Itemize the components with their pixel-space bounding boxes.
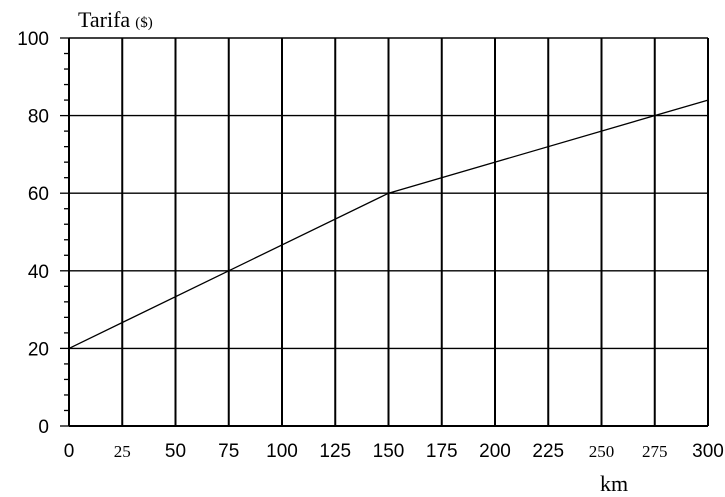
y-tick-label: 80	[28, 107, 49, 128]
x-tick-label: 200	[479, 441, 511, 462]
grid	[69, 37, 709, 426]
data-point	[68, 347, 70, 349]
x-tick-label: 275	[642, 442, 668, 461]
y-tick-label: 20	[28, 339, 49, 360]
x-tick-label: 300	[692, 441, 724, 462]
axes	[68, 38, 708, 427]
x-tick-label: 125	[319, 441, 351, 462]
x-axis-label: km	[600, 471, 628, 496]
y-tick-label: 40	[28, 262, 49, 283]
x-tick-label: 225	[532, 441, 564, 462]
y-axis-label: Tarifa ($)	[78, 7, 153, 32]
x-tick-label: 250	[589, 442, 615, 461]
x-tick-label: 0	[64, 441, 75, 462]
y-tick-label: 0	[38, 417, 49, 438]
y-axis-unit: ($)	[135, 15, 153, 31]
x-tick-label: 75	[218, 441, 239, 462]
x-tick-label: 25	[114, 442, 131, 461]
x-tick-labels: 0 25 50 75 100 125 150 175 200 225 250 275 300	[64, 441, 724, 462]
x-tick-label: 100	[266, 441, 298, 462]
y-tick-labels: 0 20 40 60 80 100	[17, 29, 49, 438]
series-group	[68, 99, 709, 349]
x-tick-label: 150	[373, 441, 405, 462]
x-tick-label: 175	[426, 441, 458, 462]
y-axis-label-text: Tarifa	[78, 7, 130, 32]
data-point	[387, 192, 390, 194]
y-tick-label: 100	[17, 29, 49, 50]
y-minor-ticks	[60, 37, 69, 427]
x-tick-label: 50	[165, 441, 186, 462]
data-point	[707, 99, 709, 101]
y-tick-label: 60	[28, 184, 49, 205]
